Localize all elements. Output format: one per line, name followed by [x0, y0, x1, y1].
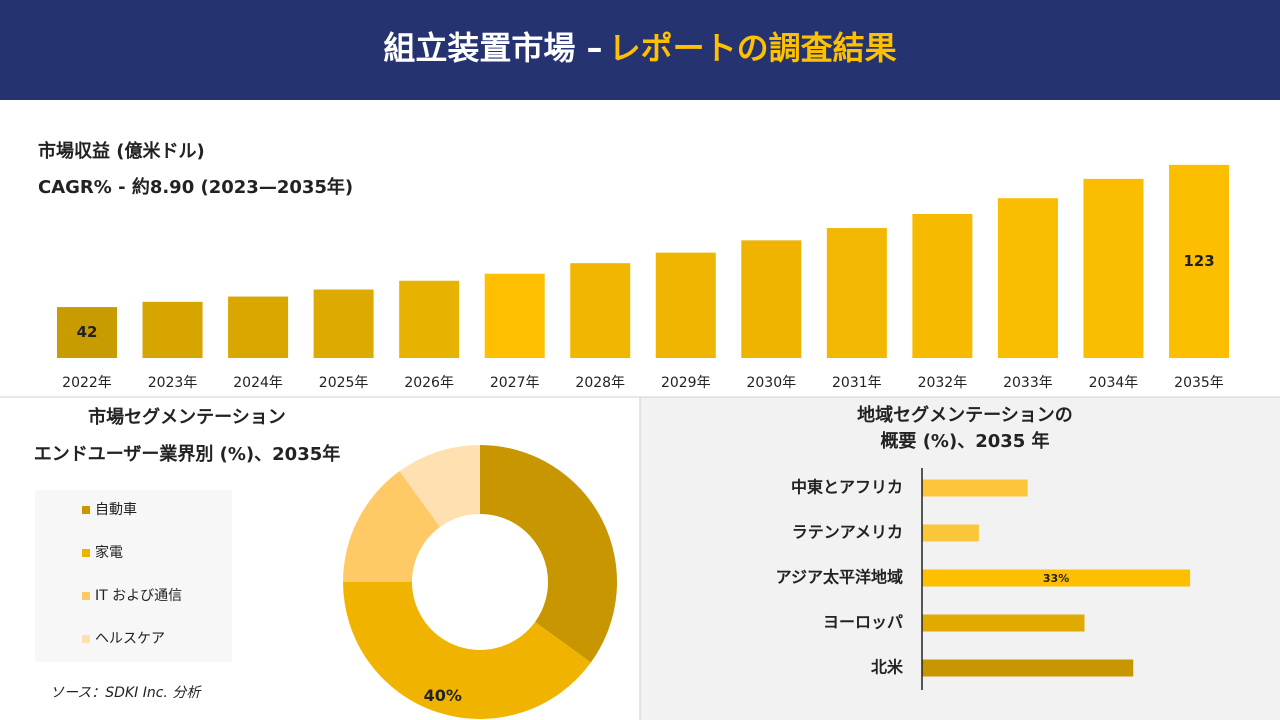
legend-box — [35, 490, 232, 662]
bar — [570, 263, 631, 358]
legend-swatch — [82, 549, 90, 557]
legend-swatch — [82, 592, 90, 600]
bar — [399, 280, 460, 358]
x-tick-label: 2035年 — [1174, 375, 1224, 391]
donut-segment — [399, 445, 480, 527]
value-label: 42 — [77, 323, 98, 341]
legend-swatch — [82, 506, 90, 514]
y-tick-label: ヨーロッパ — [823, 613, 903, 632]
chart-title: 市場収益 (億米ドル) — [38, 140, 205, 162]
y-tick-label: アジア太平洋地域 — [776, 568, 903, 587]
chart-subtitle: エンドユーザー業界別 (%)、2035年 — [34, 443, 341, 465]
donut-segment — [480, 445, 617, 663]
bar — [655, 252, 716, 358]
x-tick-label: 2024年 — [233, 375, 283, 391]
chart-title: 概要 (%)、2035 年 — [880, 430, 1049, 452]
legend-label: IT および通信 — [95, 588, 182, 604]
x-tick-label: 2026年 — [404, 375, 454, 391]
x-tick-label: 2022年 — [62, 375, 112, 391]
x-tick-label: 2028年 — [575, 375, 625, 391]
x-tick-label: 2027年 — [490, 375, 540, 391]
bar — [826, 228, 887, 358]
bar — [57, 307, 117, 358]
chart-subtitle: CAGR% - 約8.90 (2023—2035年) — [38, 176, 353, 198]
header-title: 組立装置市場 – レポートの調査結果 — [383, 29, 896, 67]
bar — [1083, 178, 1144, 358]
source: ソース：SDKI Inc. 分析 — [50, 685, 202, 701]
bar — [922, 524, 979, 542]
x-tick-label: 2031年 — [832, 375, 882, 391]
legend-label: 家電 — [95, 544, 123, 561]
bar — [741, 240, 802, 358]
bar — [922, 569, 1191, 587]
legend-swatch — [82, 635, 90, 643]
donut-segment — [343, 471, 441, 582]
title-main: 組立装置市場 – — [383, 29, 602, 67]
bar — [142, 301, 203, 358]
legend-label: 自動車 — [95, 501, 137, 518]
value-label: 33% — [1043, 572, 1069, 585]
header-band — [0, 0, 1280, 100]
bar — [922, 479, 1028, 497]
x-tick-label: 2034年 — [1089, 375, 1139, 391]
bar — [922, 659, 1134, 677]
x-tick-label: 2023年 — [148, 375, 198, 391]
y-tick-label: 北米 — [871, 658, 904, 677]
x-tick-label: 2025年 — [319, 375, 369, 391]
chart-title: 地域セグメンテーションの — [857, 404, 1073, 426]
bar — [912, 214, 973, 358]
bar — [922, 614, 1085, 632]
y-tick-label: ラテンアメリカ — [792, 523, 903, 542]
y-tick-label: 中東とアフリカ — [791, 478, 903, 497]
bar — [313, 289, 374, 358]
value-label: 40% — [424, 686, 462, 705]
x-tick-label: 2029年 — [661, 375, 711, 391]
chart-title: 市場セグメンテーション — [88, 406, 286, 428]
x-tick-label: 2033年 — [1003, 375, 1053, 391]
bar — [1169, 164, 1229, 358]
title-highlight: レポートの調査結果 — [609, 29, 897, 67]
bar — [484, 273, 545, 358]
donut-segment — [343, 582, 591, 719]
bar — [228, 296, 289, 358]
legend-label: ヘルスケア — [95, 631, 165, 647]
x-tick-label: 2030年 — [746, 375, 796, 391]
value-label: 123 — [1183, 252, 1214, 270]
bar — [997, 198, 1058, 358]
x-tick-label: 2032年 — [918, 375, 968, 391]
